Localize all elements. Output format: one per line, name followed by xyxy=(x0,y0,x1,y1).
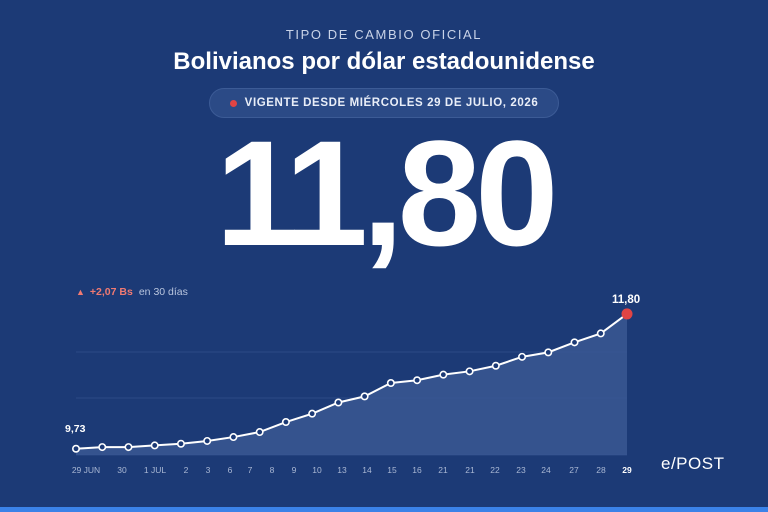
headline-rate-value: 11,80 xyxy=(215,109,558,277)
up-triangle-icon: ▲ xyxy=(76,287,85,297)
x-tick-label: 24 xyxy=(541,465,551,475)
data-point xyxy=(596,329,605,338)
x-tick-label: 30 xyxy=(117,465,127,475)
data-point xyxy=(203,436,212,445)
end-value-label: 11,80 xyxy=(612,294,640,306)
change-amount: +2,07 Bs xyxy=(89,286,133,298)
change-period: en 30 días xyxy=(138,286,188,298)
data-point xyxy=(124,443,133,452)
data-point xyxy=(255,428,264,437)
data-point xyxy=(281,418,290,427)
x-tick-label: 8 xyxy=(270,465,275,475)
x-tick-label: 21 xyxy=(438,465,448,475)
x-tick-label: 10 xyxy=(312,465,322,475)
start-value-label: 9,73 xyxy=(65,423,86,435)
header-kicker: TIPO DE CAMBIO OFICIAL xyxy=(285,27,483,42)
x-tick-label: 2 xyxy=(184,465,189,475)
data-point xyxy=(176,439,185,448)
x-tick-label: 7 xyxy=(248,465,253,475)
data-point xyxy=(544,348,553,357)
data-point-latest xyxy=(621,308,633,320)
x-tick-label: 6 xyxy=(228,465,233,475)
x-tick-label: 29 xyxy=(622,465,632,475)
x-tick-label: 27 xyxy=(569,465,579,475)
x-tick-label: 29 JUN xyxy=(72,465,100,475)
data-point xyxy=(570,338,579,347)
x-tick-label: 22 xyxy=(490,465,500,475)
x-tick-label: 13 xyxy=(337,465,347,475)
data-point xyxy=(413,376,422,385)
data-point xyxy=(386,379,395,388)
area-fill xyxy=(76,313,627,455)
data-point xyxy=(439,370,448,379)
x-tick-label: 16 xyxy=(412,465,422,475)
data-point xyxy=(150,441,159,450)
status-dot-icon xyxy=(229,99,237,107)
x-tick-label: 28 xyxy=(596,465,606,475)
data-point xyxy=(98,443,107,452)
data-point xyxy=(229,433,238,442)
x-tick-label: 21 xyxy=(465,465,475,475)
page-title: Bolivianos por dólar estadounidense xyxy=(173,48,595,75)
x-tick-label: 1 JUL xyxy=(144,465,166,475)
effective-date-label: VIGENTE DESDE MIÉRCOLES 29 DE JULIO, 202… xyxy=(244,97,539,109)
data-point xyxy=(491,361,500,370)
data-point xyxy=(465,367,474,376)
bottom-accent-bar xyxy=(0,507,768,512)
x-tick-label: 14 xyxy=(362,465,372,475)
data-point xyxy=(360,392,369,401)
x-tick-label: 23 xyxy=(516,465,526,475)
data-point xyxy=(308,409,317,418)
change-indicator: ▲ +2,07 Bs en 30 días xyxy=(76,286,188,298)
data-point xyxy=(72,444,81,453)
x-tick-label: 15 xyxy=(387,465,397,475)
data-point xyxy=(518,352,527,361)
effective-date-pill: VIGENTE DESDE MIÉRCOLES 29 DE JULIO, 202… xyxy=(209,88,559,118)
series-line xyxy=(75,313,628,450)
brand-logo: e/POST xyxy=(661,454,725,473)
data-point xyxy=(334,398,343,407)
x-tick-label: 3 xyxy=(206,465,211,475)
x-tick-label: 9 xyxy=(292,465,297,475)
